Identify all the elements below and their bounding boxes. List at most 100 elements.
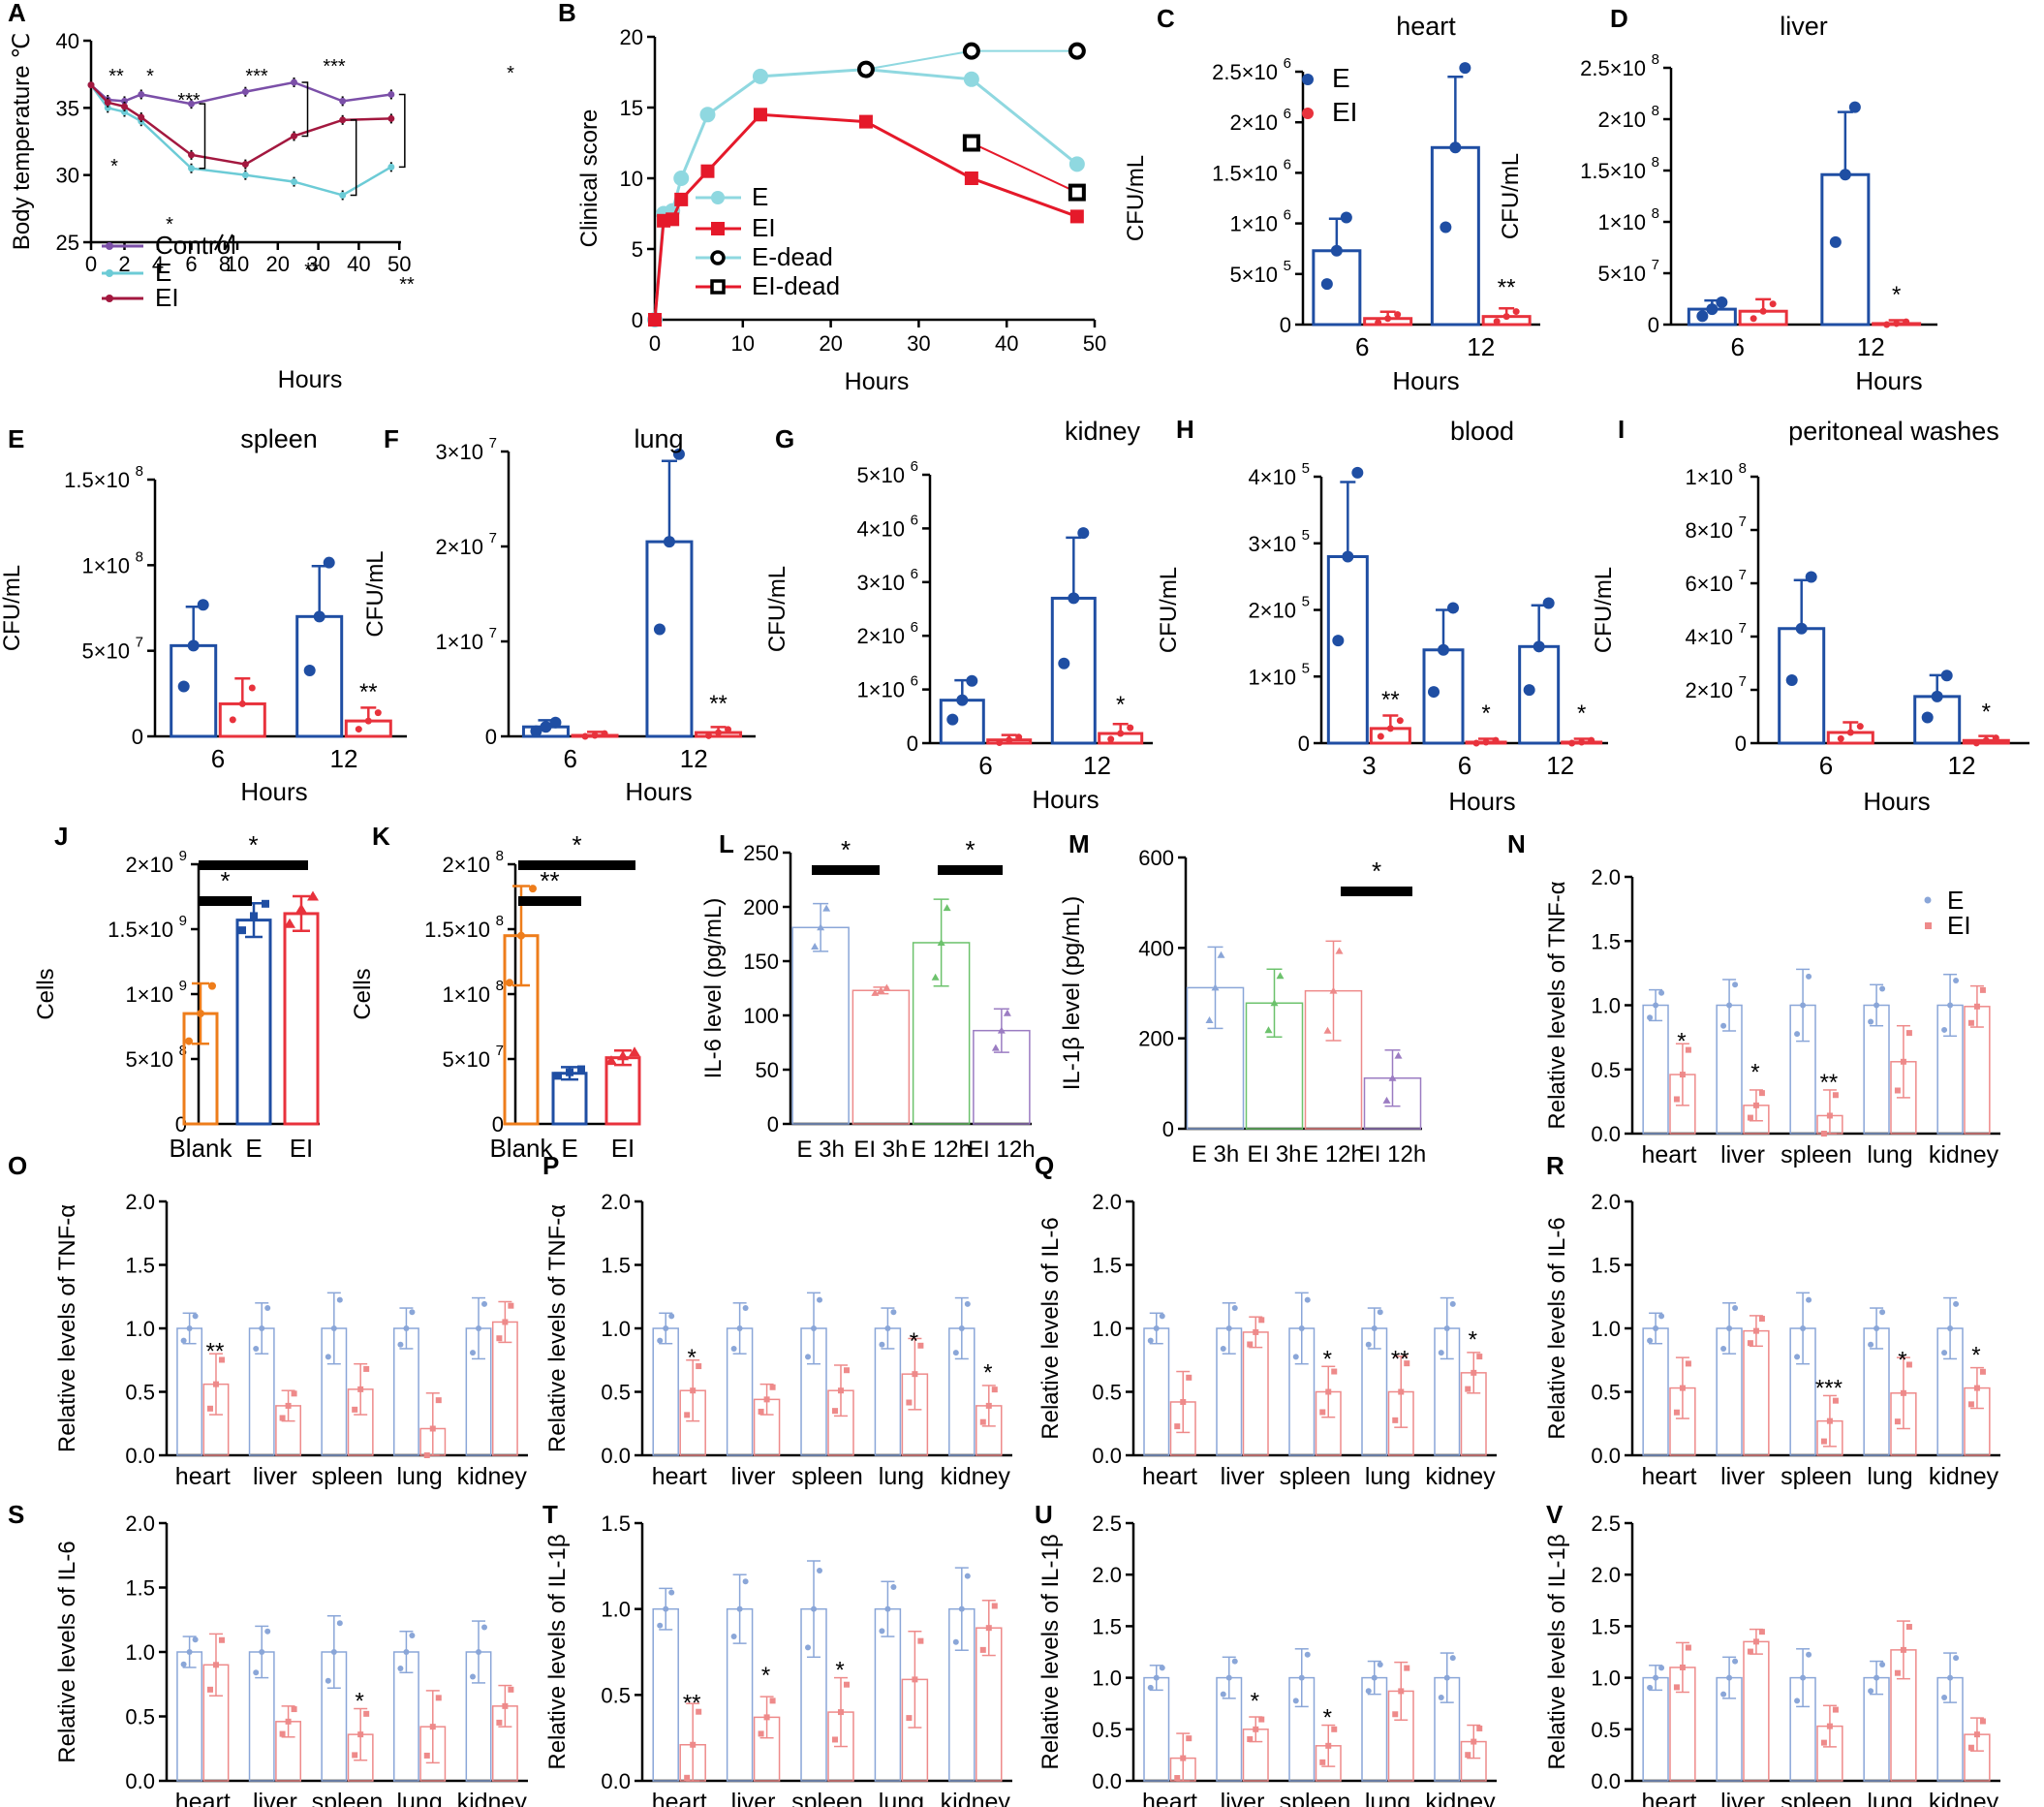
data-point [1720, 1691, 1727, 1698]
y-tick-exponent: 8 [1739, 460, 1747, 477]
y-axis-label: Relative levels of TNF-α [54, 1204, 80, 1452]
x-tick-label: spleen [1781, 1789, 1852, 1807]
data-point [1658, 1313, 1665, 1320]
data-point [817, 923, 825, 931]
x-tick-label: liver [1221, 1789, 1265, 1807]
data-point [811, 1325, 818, 1331]
data-point [1893, 320, 1901, 327]
data-point [991, 1603, 998, 1609]
data-point [188, 165, 195, 172]
data-point [1264, 1026, 1273, 1034]
data-point [264, 1628, 271, 1635]
data-point [1973, 1731, 1980, 1738]
data-point [363, 1365, 370, 1372]
x-tick-label: EI 3h [853, 1137, 908, 1163]
data-point [530, 725, 542, 737]
data-point [1747, 1340, 1753, 1347]
data-point [758, 1408, 764, 1415]
data-point [1331, 1368, 1338, 1375]
data-point [890, 1583, 897, 1590]
x-tick-label: heart [1642, 1789, 1697, 1807]
y-tick-exponent: 7 [1652, 257, 1659, 273]
axis-break [214, 234, 224, 251]
panel-letter-R: R [1546, 1151, 1564, 1180]
y-tick-label: 400 [1138, 936, 1174, 960]
y-tick-label: 2.5 [1092, 1511, 1122, 1536]
data-point [672, 448, 685, 460]
data-point [1726, 1674, 1733, 1681]
data-point [758, 1730, 764, 1737]
data-point [212, 1381, 219, 1387]
data-point [912, 1371, 918, 1378]
data-point [1069, 209, 1084, 224]
data-point [496, 1719, 503, 1726]
x-tick-label: E 12h [911, 1137, 972, 1163]
data-point [1806, 1296, 1812, 1303]
data-point [958, 1325, 965, 1331]
x-tick-label: 12 [1857, 332, 1885, 361]
y-tick-label: 4×10 [1685, 625, 1733, 649]
x-tick-label: E 12h [1303, 1141, 1364, 1168]
data-point [917, 1637, 924, 1644]
y-tick-label: 35 [56, 96, 79, 120]
x-tick-label: heart [175, 1463, 231, 1490]
y-tick-label: 2.0 [1591, 865, 1621, 889]
data-point [690, 1741, 697, 1748]
y-tick-label: 1.0 [1591, 994, 1621, 1018]
y-tick-label: 0 [1298, 732, 1310, 756]
data-point [752, 68, 768, 84]
bar-E [176, 1327, 203, 1456]
panel-title: peritoneal washes [1788, 417, 1999, 446]
data-point [1750, 315, 1757, 323]
data-point [931, 973, 940, 981]
sig-star: * [1323, 1346, 1332, 1372]
y-tick-label: 5×10 [125, 1047, 173, 1072]
data-point [1247, 1341, 1254, 1348]
y-tick-exponent: 6 [911, 673, 918, 690]
y-tick-label: 0.5 [1092, 1718, 1122, 1742]
sig-bracket [301, 81, 309, 138]
data-point [1752, 1102, 1759, 1108]
data-point [753, 108, 767, 122]
data-point [104, 104, 111, 111]
data-point [1147, 1684, 1154, 1691]
data-point [617, 1050, 629, 1061]
data-point [964, 171, 978, 185]
sig-star: *** [245, 66, 268, 87]
x-tick-label: 6 [978, 751, 992, 780]
data-point [1769, 300, 1777, 308]
sig-star: * [1577, 701, 1586, 727]
bar-E [551, 1072, 588, 1126]
y-tick-exponent: 7 [489, 530, 497, 546]
bar-E [652, 1607, 679, 1782]
panel-title: spleen [240, 424, 318, 453]
data-point [250, 912, 258, 920]
y-tick-label: 2×10 [1248, 599, 1296, 623]
bar-E [235, 919, 272, 1126]
y-tick-label: 0.5 [1591, 1718, 1621, 1742]
sig-star: ** [1820, 1070, 1839, 1096]
y-tick-exponent: 8 [1652, 154, 1659, 171]
data-point [1758, 1629, 1765, 1636]
data-point [1493, 318, 1501, 326]
data-point [1396, 717, 1404, 725]
data-point [1003, 1009, 1011, 1016]
y-axis-label: Clinical score [576, 109, 603, 248]
panel-letter-P: P [542, 1151, 559, 1180]
y-tick-label: 200 [1138, 1027, 1174, 1051]
y-tick-label: 0 [632, 308, 643, 332]
data-point [1476, 1354, 1483, 1360]
y-tick-label: 0.0 [601, 1769, 631, 1793]
data-point [1982, 736, 1990, 744]
data-point [742, 1578, 749, 1585]
y-tick-label: 2.0 [1591, 1563, 1621, 1587]
data-point [979, 1646, 986, 1653]
y-axis-label: Body temperature ℃ [9, 33, 35, 250]
data-point [736, 1605, 743, 1612]
x-tick-label: lung [1365, 1463, 1410, 1490]
data-point [657, 1337, 664, 1344]
y-axis-label: CFU/mL [0, 565, 25, 651]
data-point [1820, 1131, 1827, 1137]
data-point [1953, 978, 1960, 984]
